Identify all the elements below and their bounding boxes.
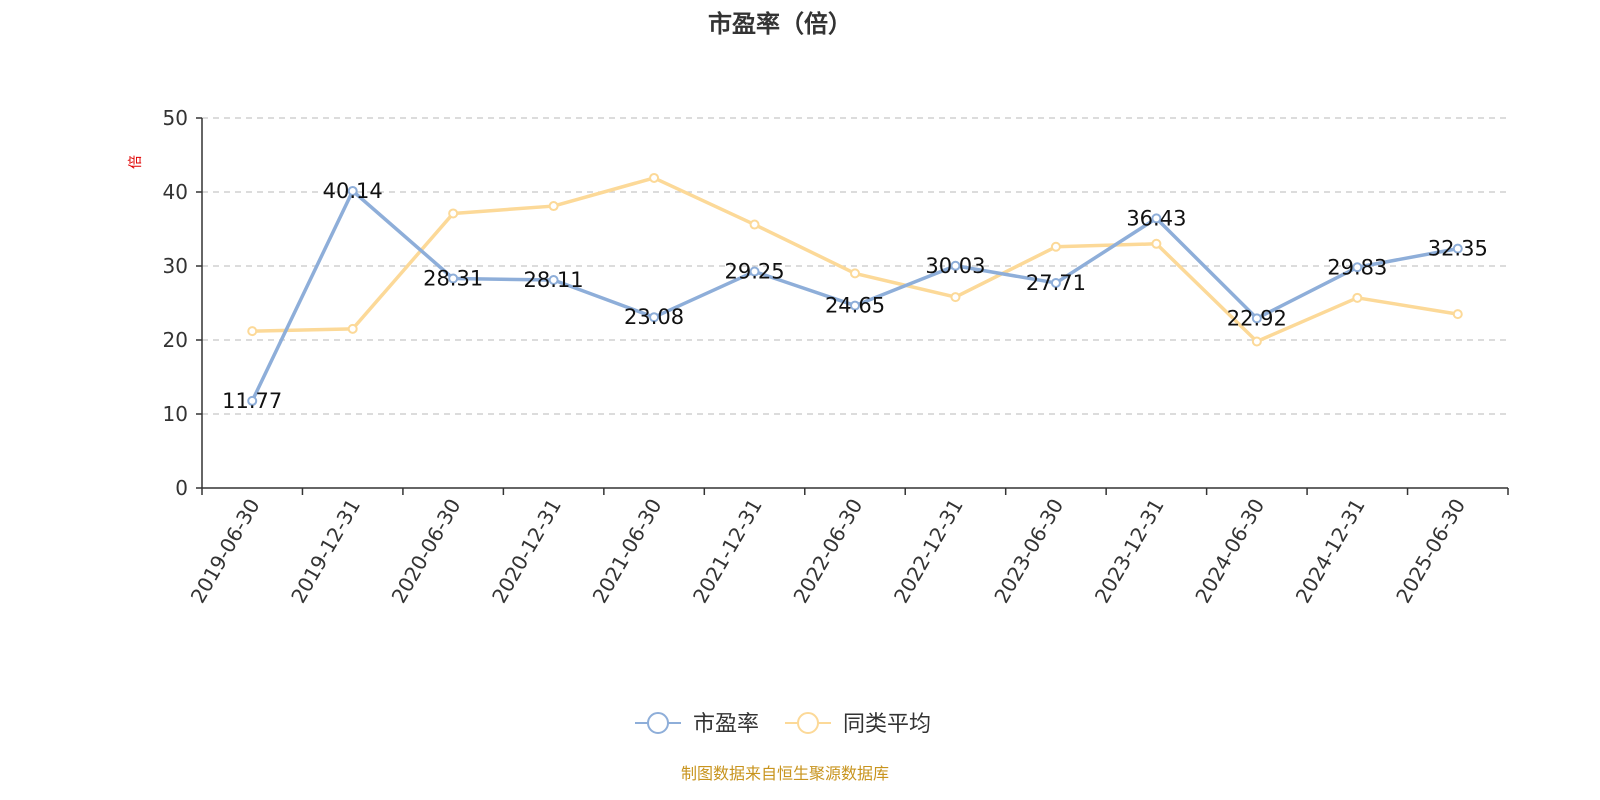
- data-label: 11.77: [222, 389, 282, 413]
- legend-label: 同类平均: [843, 712, 931, 737]
- series-1-point[interactable]: [1151, 238, 1162, 249]
- legend[interactable]: 市盈率 同类平均: [635, 712, 931, 737]
- series-0-point[interactable]: [247, 395, 258, 406]
- x-tick-label: 2019-06-30: [186, 495, 265, 608]
- data-label: 29.83: [1327, 255, 1387, 279]
- data-labels: 11.77 40.14 28.31 28.11 23.08 29.25 24.65 30.03…: [222, 179, 1488, 413]
- series-0-point[interactable]: [1050, 277, 1061, 288]
- series-layer: [247, 172, 1463, 406]
- y-axis-unit-label: 倍: [128, 155, 144, 169]
- y-tick-label: 30: [163, 254, 188, 278]
- series-1-point[interactable]: [347, 323, 358, 334]
- x-tick-label: 2023-06-30: [989, 495, 1068, 608]
- legend-item-0[interactable]: 市盈率: [635, 712, 759, 737]
- legend-marker: [797, 712, 819, 734]
- series-0-point[interactable]: [1352, 262, 1363, 273]
- grid-lines: [202, 117, 1508, 415]
- data-label: 22.92: [1227, 306, 1287, 330]
- data-label: 27.71: [1026, 271, 1086, 295]
- x-tick-label: 2022-06-30: [788, 495, 867, 608]
- series-0-point[interactable]: [649, 312, 660, 323]
- legend-item-1[interactable]: 同类平均: [785, 712, 931, 737]
- data-label: 28.11: [524, 268, 584, 292]
- x-tick-label: 2022-12-31: [889, 495, 968, 608]
- series-0-point[interactable]: [347, 185, 358, 196]
- series-0-point[interactable]: [448, 273, 459, 284]
- series-1-point[interactable]: [1352, 292, 1363, 303]
- series-1-point[interactable]: [749, 219, 760, 230]
- series-1-point[interactable]: [1050, 241, 1061, 252]
- series-1-point[interactable]: [1452, 309, 1463, 320]
- series-1-point[interactable]: [247, 326, 258, 337]
- y-tick-label: 20: [163, 328, 188, 352]
- x-tick-label: 2023-12-31: [1090, 495, 1169, 608]
- x-tick-label: 2021-06-30: [588, 495, 667, 608]
- series-0-point[interactable]: [1452, 243, 1463, 254]
- data-label: 30.03: [925, 254, 985, 278]
- y-tick-label: 10: [163, 402, 188, 426]
- x-tick-label: 2021-12-31: [688, 495, 767, 608]
- series-1-point[interactable]: [950, 292, 961, 303]
- data-label: 40.14: [323, 179, 383, 203]
- y-tick-label: 0: [175, 476, 188, 500]
- x-tick-label: 2020-12-31: [487, 495, 566, 608]
- legend-marker: [647, 712, 669, 734]
- series-1-point[interactable]: [850, 268, 860, 279]
- x-tick-label: 2019-12-31: [286, 495, 365, 608]
- series-0-point[interactable]: [548, 274, 559, 285]
- series-0-point[interactable]: [850, 300, 860, 311]
- series-1-point[interactable]: [448, 208, 459, 219]
- data-label: 36.43: [1126, 206, 1186, 230]
- x-tick-label: 2025-06-30: [1391, 495, 1470, 608]
- series-0-point[interactable]: [749, 266, 760, 277]
- series-1-point[interactable]: [548, 201, 559, 212]
- series-0-point[interactable]: [1251, 313, 1262, 324]
- y-tick-label: 50: [163, 106, 188, 130]
- series-0-point[interactable]: [1151, 213, 1162, 224]
- data-label: 28.31: [423, 267, 483, 291]
- series-1-point[interactable]: [1251, 336, 1262, 347]
- data-label: 29.25: [724, 260, 784, 284]
- series-1-point[interactable]: [649, 172, 660, 183]
- source-note: 制图数据来自恒生聚源数据库: [681, 764, 889, 783]
- data-label: 24.65: [825, 294, 885, 318]
- chart-title: 市盈率（倍）: [708, 10, 852, 38]
- x-tick-label: 2024-12-31: [1291, 495, 1370, 608]
- x-tick-label: 2024-06-30: [1190, 495, 1269, 608]
- y-tick-label: 40: [163, 180, 188, 204]
- data-label: 32.35: [1428, 237, 1488, 261]
- data-label: 23.08: [624, 305, 684, 329]
- series-0-point[interactable]: [950, 260, 961, 271]
- x-tick-label: 2020-06-30: [387, 494, 466, 607]
- legend-label: 市盈率: [693, 712, 759, 737]
